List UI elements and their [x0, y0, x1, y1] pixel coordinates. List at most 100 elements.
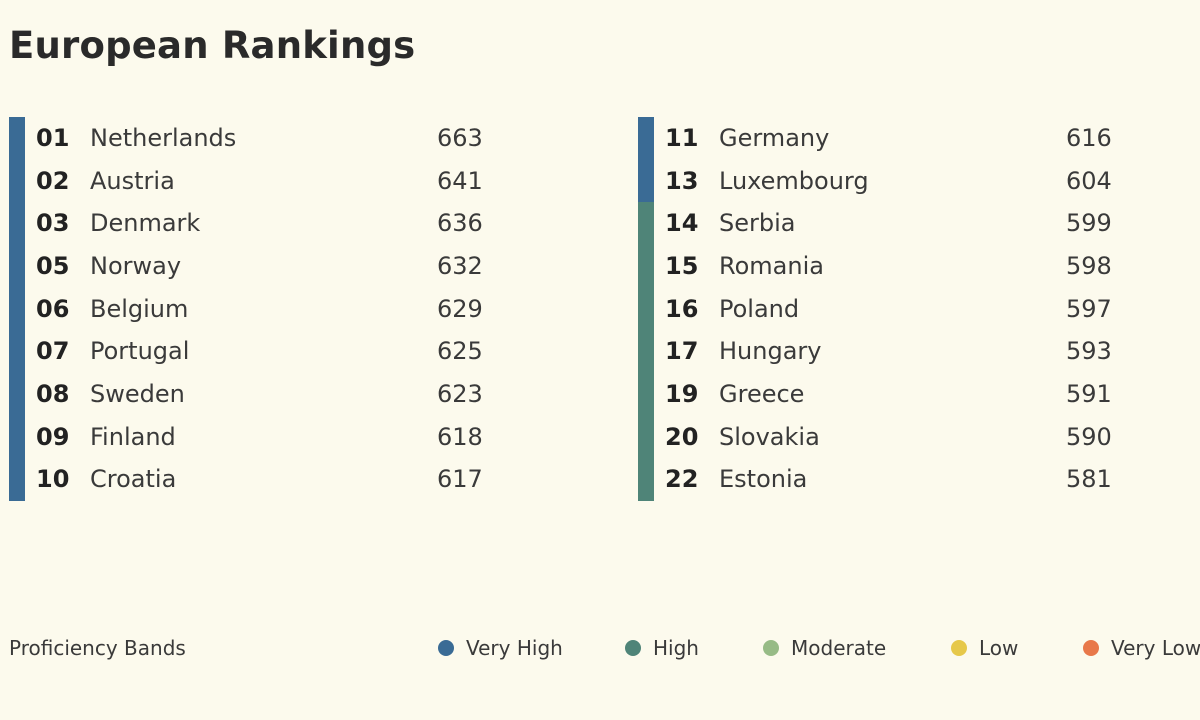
legend-item: High — [625, 636, 699, 660]
score-label: 591 — [1066, 380, 1112, 408]
score-label: 617 — [437, 465, 483, 494]
band-segment — [9, 202, 25, 246]
country-label: Denmark — [90, 209, 201, 238]
country-label: Finland — [90, 422, 176, 451]
score-label: 616 — [1066, 124, 1112, 152]
score-label: 593 — [1066, 337, 1112, 366]
country-label: Hungary — [719, 337, 822, 366]
band-segment — [638, 330, 654, 374]
band-segment — [9, 415, 25, 459]
rank-label: 05 — [36, 252, 70, 280]
legend-item: Moderate — [763, 636, 886, 660]
country-label: Austria — [90, 166, 175, 195]
table-row: 17 Hungary 593 — [638, 330, 1198, 373]
country-label: Greece — [719, 380, 805, 408]
legend: Proficiency Bands Very High High Moderate L… — [0, 630, 1200, 666]
rank-label: 17 — [665, 337, 699, 366]
rank-label: 07 — [36, 337, 70, 366]
legend-label: Moderate — [791, 636, 887, 660]
country-label: Estonia — [719, 465, 808, 494]
score-label: 598 — [1066, 252, 1112, 280]
band-segment — [638, 159, 654, 203]
band-segment — [9, 373, 25, 417]
table-row: 14 Serbia 599 — [638, 202, 1198, 245]
table-row: 02 Austria 641 — [9, 160, 569, 203]
table-row: 19 Greece 591 — [638, 373, 1198, 416]
legend-dot-icon — [625, 640, 641, 656]
band-segment — [638, 117, 654, 161]
band-segment — [9, 458, 25, 502]
score-label: 641 — [437, 166, 483, 195]
band-segment — [638, 415, 654, 459]
rank-label: 20 — [665, 422, 699, 451]
table-row: 08 Sweden 623 — [9, 373, 569, 416]
table-row: 15 Romania 598 — [638, 245, 1198, 288]
band-bar-right — [638, 117, 654, 502]
country-label: Belgium — [90, 294, 189, 323]
table-row: 13 Luxembourg 604 — [638, 160, 1198, 203]
table-row: 11 Germany 616 — [638, 117, 1198, 160]
country-label: Poland — [719, 294, 800, 323]
score-label: 663 — [437, 124, 483, 152]
country-label: Luxembourg — [719, 166, 869, 195]
rank-label: 01 — [36, 124, 70, 152]
table-row: 10 Croatia 617 — [9, 458, 569, 501]
band-segment — [9, 117, 25, 161]
rank-label: 09 — [36, 422, 70, 451]
rank-label: 10 — [36, 465, 70, 494]
band-segment — [638, 245, 654, 289]
page-title: European Rankings — [9, 24, 416, 67]
score-label: 581 — [1066, 465, 1112, 494]
rank-label: 08 — [36, 380, 70, 408]
score-label: 599 — [1066, 209, 1112, 238]
legend-dot-icon — [1083, 640, 1099, 656]
score-label: 590 — [1066, 422, 1112, 451]
table-row: 16 Poland 597 — [638, 288, 1198, 331]
band-segment — [9, 287, 25, 331]
rank-label: 15 — [665, 252, 699, 280]
score-label: 636 — [437, 209, 483, 238]
rank-label: 06 — [36, 294, 70, 323]
score-label: 625 — [437, 337, 483, 366]
legend-dot-icon — [438, 640, 454, 656]
legend-dot-icon — [763, 640, 779, 656]
table-row: 06 Belgium 629 — [9, 288, 569, 331]
country-label: Portugal — [90, 337, 190, 366]
country-label: Romania — [719, 252, 824, 280]
table-row: 07 Portugal 625 — [9, 330, 569, 373]
table-row: 05 Norway 632 — [9, 245, 569, 288]
band-bar-left — [9, 117, 25, 502]
score-label: 623 — [437, 380, 483, 408]
band-segment — [638, 287, 654, 331]
ranking-column-left: 01 Netherlands 663 02 Austria 641 03 Denmark 636… — [9, 117, 569, 502]
country-label: Sweden — [90, 380, 185, 408]
country-label: Norway — [90, 252, 182, 280]
ranking-column-right: 11 Germany 616 13 Luxembourg 604 14 Serbia 599 15… — [638, 117, 1198, 502]
table-row: 09 Finland 618 — [9, 416, 569, 459]
band-segment — [638, 373, 654, 417]
country-label: Slovakia — [719, 422, 820, 451]
rank-label: 13 — [665, 166, 699, 195]
band-segment — [9, 245, 25, 289]
score-label: 604 — [1066, 166, 1112, 195]
rank-label: 16 — [665, 294, 699, 323]
band-segment — [9, 159, 25, 203]
country-label: Germany — [719, 124, 830, 152]
legend-title: Proficiency Bands — [9, 636, 186, 660]
table-row: 20 Slovakia 590 — [638, 416, 1198, 459]
rank-label: 19 — [665, 380, 699, 408]
rank-label: 14 — [665, 209, 699, 238]
country-label: Croatia — [90, 465, 177, 494]
table-row: 03 Denmark 636 — [9, 202, 569, 245]
rank-label: 22 — [665, 465, 699, 494]
band-segment — [638, 202, 654, 246]
score-label: 597 — [1066, 294, 1112, 323]
legend-label: Very High — [466, 636, 563, 660]
country-label: Serbia — [719, 209, 796, 238]
rank-label: 03 — [36, 209, 70, 238]
rank-label: 11 — [665, 124, 699, 152]
legend-label: High — [653, 636, 699, 660]
legend-label: Low — [979, 636, 1019, 660]
score-label: 632 — [437, 252, 483, 280]
legend-item: Very Low — [1083, 636, 1200, 660]
